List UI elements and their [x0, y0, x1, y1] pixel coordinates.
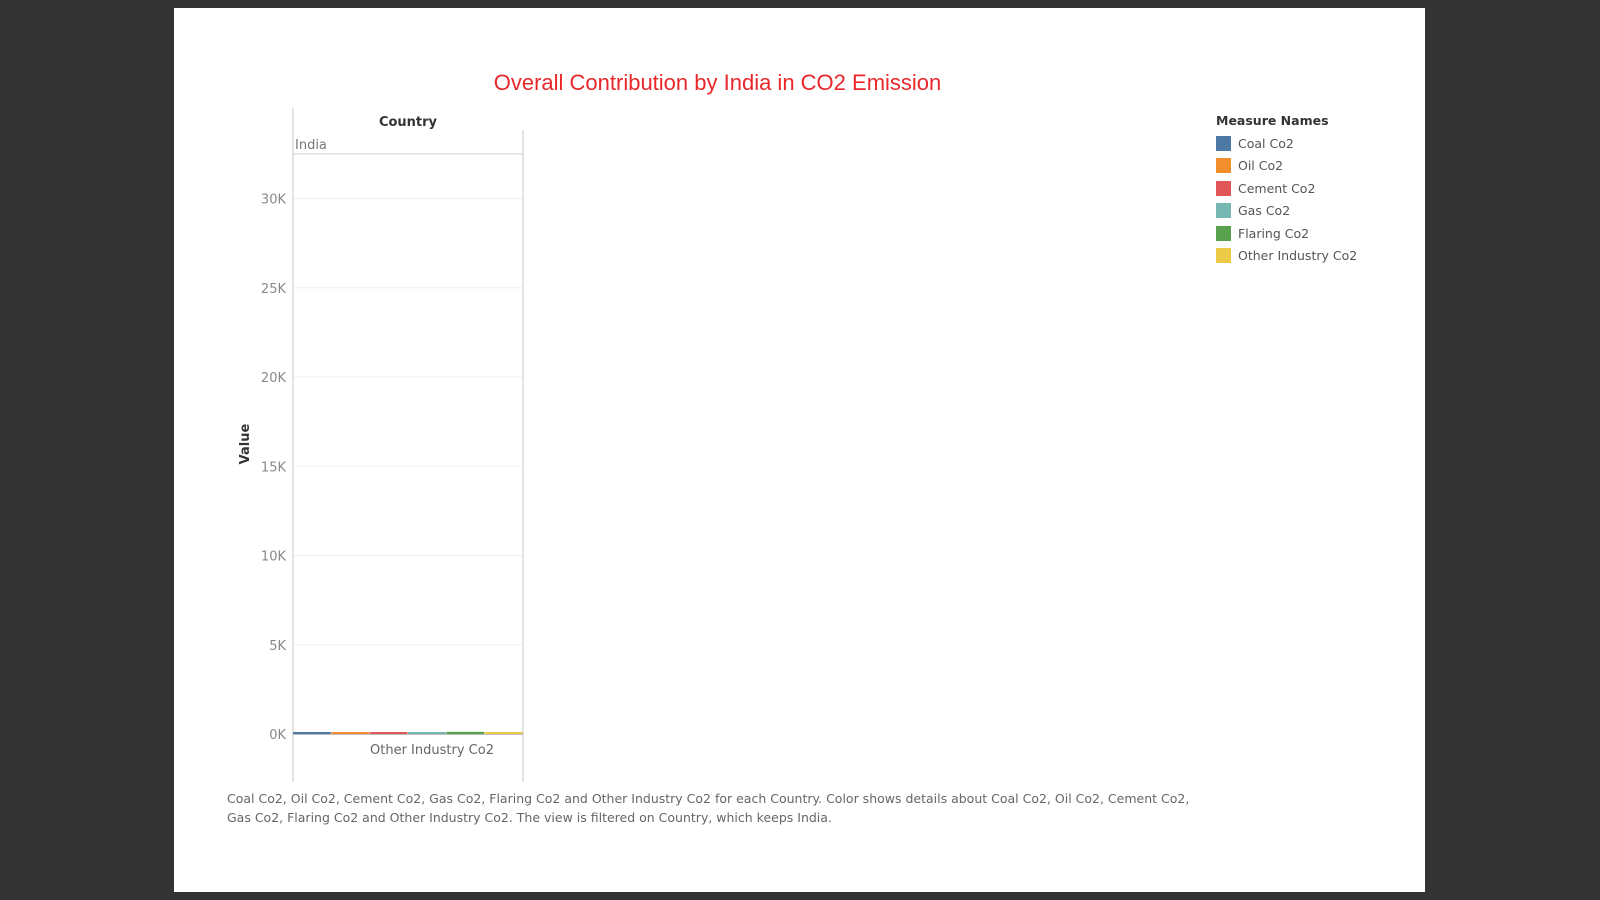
legend-swatch — [1216, 248, 1231, 264]
y-tick-label: 30K — [261, 193, 287, 208]
legend-swatch — [1216, 135, 1231, 151]
dashboard-canvas — [174, 8, 1425, 892]
legend-swatch — [1216, 203, 1231, 219]
legend-label: Gas Co2 — [1238, 203, 1291, 219]
y-tick-label: 20K — [261, 371, 287, 386]
column-header: Country — [379, 115, 438, 130]
legend-items: Coal Co2 Oil Co2 Cement Co2 Gas Co2 Flaring … — [1216, 132, 1357, 267]
legend-item[interactable]: Cement Co2 — [1216, 177, 1357, 200]
y-tick-label: 15K — [261, 460, 287, 475]
y-tick-label: 25K — [261, 282, 287, 297]
chart-caption: Coal Co2, Oil Co2, Cement Co2, Gas Co2, … — [227, 791, 1190, 825]
legend-label: Other Industry Co2 — [1238, 248, 1358, 264]
legend-label: Cement Co2 — [1238, 180, 1316, 196]
x-tick-label: Other Industry Co2 — [370, 743, 494, 758]
legend-label: Coal Co2 — [1238, 135, 1294, 151]
bar-oil-co2 — [331, 732, 370, 734]
bar-cement-co2 — [369, 732, 408, 734]
bar-other-industry-co2 — [484, 732, 523, 734]
legend-item[interactable]: Other Industry Co2 — [1216, 245, 1357, 268]
legend-swatch — [1216, 225, 1231, 241]
bar-gas-co2 — [408, 732, 446, 734]
legend: Measure Names Coal Co2 Oil Co2 Cement Co2 G… — [1216, 113, 1357, 267]
legend-item[interactable]: Oil Co2 — [1216, 155, 1357, 178]
legend-swatch — [1216, 158, 1231, 174]
legend-item[interactable]: Flaring Co2 — [1216, 222, 1357, 245]
chart-title: Overall Contribution by India in CO2 Emi… — [493, 70, 942, 95]
legend-title: Measure Names — [1216, 113, 1329, 128]
legend-item[interactable]: Gas Co2 — [1216, 200, 1357, 223]
legend-item[interactable]: Coal Co2 — [1216, 132, 1357, 155]
bar-flaring-co2 — [446, 731, 485, 734]
legend-label: Oil Co2 — [1238, 158, 1284, 174]
bar-coal-co2 — [293, 732, 331, 734]
y-axis-label: Value — [238, 423, 253, 464]
legend-swatch — [1216, 180, 1231, 196]
legend-label: Flaring Co2 — [1238, 225, 1310, 241]
y-tick-label: 5K — [269, 639, 286, 654]
pane-label-india: India — [295, 138, 327, 153]
y-tick-label: 10K — [261, 550, 287, 565]
y-tick-label: 0K — [269, 728, 286, 743]
